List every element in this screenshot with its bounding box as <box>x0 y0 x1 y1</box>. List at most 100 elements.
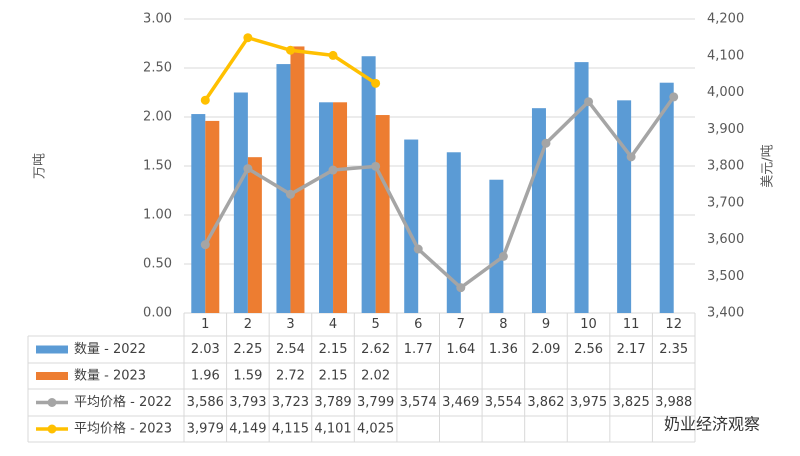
table-cell: 3,799 <box>357 395 394 410</box>
y2-tick-label: 3,600 <box>707 232 744 247</box>
y-tick-label: 2.00 <box>143 110 172 125</box>
bar <box>361 56 376 314</box>
line-marker <box>328 165 338 175</box>
table-cell: 4,149 <box>229 422 266 437</box>
legend-label: 平均价格 - 2022 <box>74 394 172 410</box>
table-cell: 3,862 <box>527 395 564 410</box>
table-cell: 2.15 <box>319 369 348 384</box>
y-axis-label: 万吨 <box>33 153 48 179</box>
table-cell: 2.02 <box>361 369 390 384</box>
legend-label: 平均价格 - 2023 <box>74 421 172 437</box>
line-marker <box>584 97 594 107</box>
y2-tick-label: 3,800 <box>707 159 744 174</box>
x-tick-label: 7 <box>457 317 465 332</box>
line-marker <box>371 78 381 88</box>
watermark: 奶业经济观察 <box>664 415 760 434</box>
line-marker <box>243 164 253 174</box>
table-cell: 1.77 <box>404 342 433 357</box>
x-tick-label: 9 <box>542 317 550 332</box>
table-cell: 2.56 <box>574 342 603 357</box>
bar <box>319 102 334 313</box>
line-marker <box>456 283 466 293</box>
bar <box>659 82 674 313</box>
line-marker <box>498 251 508 261</box>
bar <box>489 179 504 313</box>
table-cell: 4,025 <box>357 422 394 437</box>
y2-tick-label: 4,000 <box>707 85 744 100</box>
y2-tick-label: 3,700 <box>707 195 744 210</box>
legend-label: 数量 - 2022 <box>74 342 146 357</box>
legend-key <box>47 398 57 407</box>
table-cell: 2.72 <box>276 369 305 384</box>
bar <box>446 152 461 313</box>
table-cell: 3,574 <box>400 395 437 410</box>
table-cell: 3,586 <box>187 395 224 410</box>
bar <box>404 139 419 313</box>
table-cell: 4,101 <box>314 422 351 437</box>
line-marker <box>285 189 295 199</box>
y-tick-label: 1.50 <box>143 159 172 174</box>
table-cell: 2.03 <box>191 342 220 357</box>
line-marker <box>541 138 551 148</box>
y2-tick-label: 3,500 <box>707 269 744 284</box>
bar <box>233 92 248 313</box>
x-tick-label: 6 <box>414 317 422 332</box>
bar <box>375 115 390 313</box>
table-cell: 3,469 <box>442 395 479 410</box>
table-cell: 3,793 <box>229 395 266 410</box>
y-tick-label: 0.00 <box>143 306 172 321</box>
table-cell: 1.64 <box>446 342 475 357</box>
x-tick-label: 11 <box>623 317 640 332</box>
table-cell: 3,975 <box>570 395 607 410</box>
x-tick-label: 5 <box>371 317 379 332</box>
table-cell: 2.35 <box>659 342 688 357</box>
x-tick-label: 10 <box>580 317 597 332</box>
y-tick-label: 1.00 <box>143 208 172 223</box>
y-tick-label: 0.50 <box>143 257 172 272</box>
table-cell: 3,723 <box>272 395 309 410</box>
table-cell: 1.36 <box>489 342 518 357</box>
x-tick-label: 8 <box>499 317 507 332</box>
x-tick-label: 12 <box>665 317 682 332</box>
table-cell: 2.09 <box>531 342 560 357</box>
y-tick-label: 2.50 <box>143 61 172 76</box>
table-cell: 3,979 <box>187 422 224 437</box>
line-marker <box>371 161 381 171</box>
bar <box>247 157 262 313</box>
table-cell: 2.54 <box>276 342 305 357</box>
line-marker <box>669 92 679 102</box>
table-cell: 4,115 <box>272 422 309 437</box>
line-marker <box>413 244 423 254</box>
bar <box>333 102 348 313</box>
table-cell: 2.62 <box>361 342 390 357</box>
x-tick-label: 2 <box>244 317 252 332</box>
y2-tick-label: 3,400 <box>707 306 744 321</box>
table-cell: 3,825 <box>613 395 650 410</box>
table-cell: 1.59 <box>233 369 262 384</box>
legend-key <box>47 424 57 434</box>
x-tick-label: 1 <box>201 317 209 332</box>
legend-key <box>36 372 68 380</box>
table-cell: 3,789 <box>314 395 351 410</box>
bar <box>290 46 305 313</box>
bar <box>191 114 206 313</box>
y2-tick-label: 4,200 <box>707 12 744 27</box>
y-tick-label: 3.00 <box>143 12 172 27</box>
table-cell: 2.25 <box>233 342 262 357</box>
line-marker <box>626 152 636 162</box>
line-marker <box>285 45 295 55</box>
table-cell: 2.17 <box>617 342 646 357</box>
table-cell: 1.96 <box>191 369 220 384</box>
line <box>203 95 676 290</box>
y2-axis-label: 美元/吨 <box>761 144 776 187</box>
x-tick-label: 3 <box>286 317 294 332</box>
table-cell: 3,988 <box>655 395 692 410</box>
bar <box>531 108 546 314</box>
line-marker <box>328 50 338 60</box>
y2-tick-label: 3,900 <box>707 122 744 137</box>
y2-tick-label: 4,100 <box>707 48 744 63</box>
bar <box>574 62 589 314</box>
bar <box>205 120 220 313</box>
table-cell: 3,554 <box>485 395 522 410</box>
